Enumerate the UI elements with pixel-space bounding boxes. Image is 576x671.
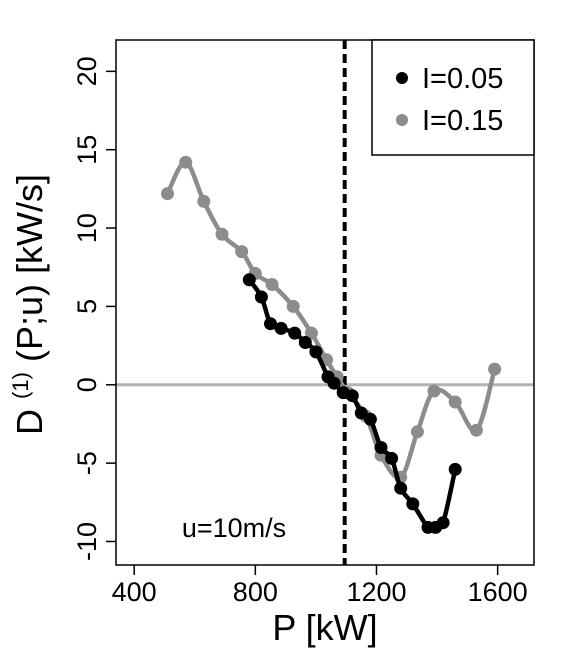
series-2-point-2 bbox=[197, 194, 211, 208]
series-1-point-13 bbox=[374, 441, 388, 454]
y-tick-label-1: -5 bbox=[72, 451, 102, 475]
series-1-point-1 bbox=[254, 290, 268, 304]
series-2-point-19 bbox=[488, 362, 502, 376]
series-2-point-7 bbox=[286, 299, 300, 313]
y-tick-label-0: -10 bbox=[72, 522, 102, 561]
x-tick-label-2: 1200 bbox=[346, 577, 406, 607]
y-tick-label-6: 20 bbox=[72, 56, 102, 86]
series-2-point-17 bbox=[448, 395, 462, 409]
series-1-point-19 bbox=[436, 516, 450, 530]
legend-box bbox=[371, 39, 535, 156]
series-2-point-1 bbox=[179, 155, 193, 169]
legend-marker-series-1 bbox=[396, 72, 408, 84]
series-1-point-8 bbox=[327, 376, 341, 390]
series-2-point-15 bbox=[410, 425, 424, 439]
series-1-point-11 bbox=[354, 406, 368, 420]
legend-label-series-1: I=0.05 bbox=[422, 63, 503, 95]
series-2-point-6 bbox=[265, 278, 279, 291]
wind-speed-annotation: u=10m/s bbox=[182, 513, 286, 543]
legend: I=0.05 I=0.15 bbox=[371, 39, 535, 156]
y-axis-title-main: D bbox=[9, 409, 50, 435]
series-2-point-4 bbox=[235, 245, 249, 259]
y-axis-title-superscript: (1) bbox=[8, 372, 33, 399]
series-1-point-3 bbox=[274, 321, 288, 335]
series-1-point-2 bbox=[264, 317, 277, 331]
series-1-point-16 bbox=[406, 497, 420, 511]
series-2-point-8 bbox=[304, 326, 318, 340]
reference-lines bbox=[116, 40, 534, 565]
series-1-point-5 bbox=[298, 336, 312, 349]
series-1 bbox=[242, 273, 462, 534]
plot-frame bbox=[115, 39, 535, 566]
x-tick-label-0: 400 bbox=[112, 577, 157, 607]
series-1-point-0 bbox=[242, 273, 256, 287]
y-tick-label-3: 5 bbox=[72, 299, 102, 314]
y-tick-label-2: 0 bbox=[72, 377, 102, 392]
series-layer bbox=[161, 155, 502, 534]
series-1-point-15 bbox=[394, 481, 408, 495]
series-1-point-6 bbox=[309, 345, 323, 359]
series-1-point-14 bbox=[385, 451, 399, 465]
y-tick-label-4: 10 bbox=[72, 213, 102, 243]
series-1-point-4 bbox=[288, 326, 302, 340]
series-2-point-18 bbox=[469, 423, 483, 437]
x-axis-title: P [kW] bbox=[272, 607, 377, 648]
y-axis: -10 -5 0 5 10 15 20 bbox=[72, 56, 116, 561]
series-1-point-20 bbox=[448, 462, 462, 476]
x-tick-label-1: 800 bbox=[233, 577, 278, 607]
y-axis-title-rest: (P;u) [kW/s] bbox=[9, 174, 50, 362]
x-tick-label-3: 1600 bbox=[468, 577, 528, 607]
y-axis-title: D (1) (P;u) [kW/s] bbox=[0, 174, 50, 435]
series-1-point-12 bbox=[363, 412, 377, 426]
series-2-point-0 bbox=[161, 187, 174, 201]
series-2-point-3 bbox=[215, 227, 229, 241]
legend-label-series-2: I=0.15 bbox=[422, 105, 503, 137]
y-tick-label-5: 15 bbox=[72, 135, 102, 165]
series-1-point-10 bbox=[345, 389, 359, 403]
legend-marker-series-2 bbox=[396, 114, 408, 126]
series-2-point-16 bbox=[427, 384, 441, 398]
x-axis: 400 800 1200 1600 bbox=[112, 565, 528, 607]
